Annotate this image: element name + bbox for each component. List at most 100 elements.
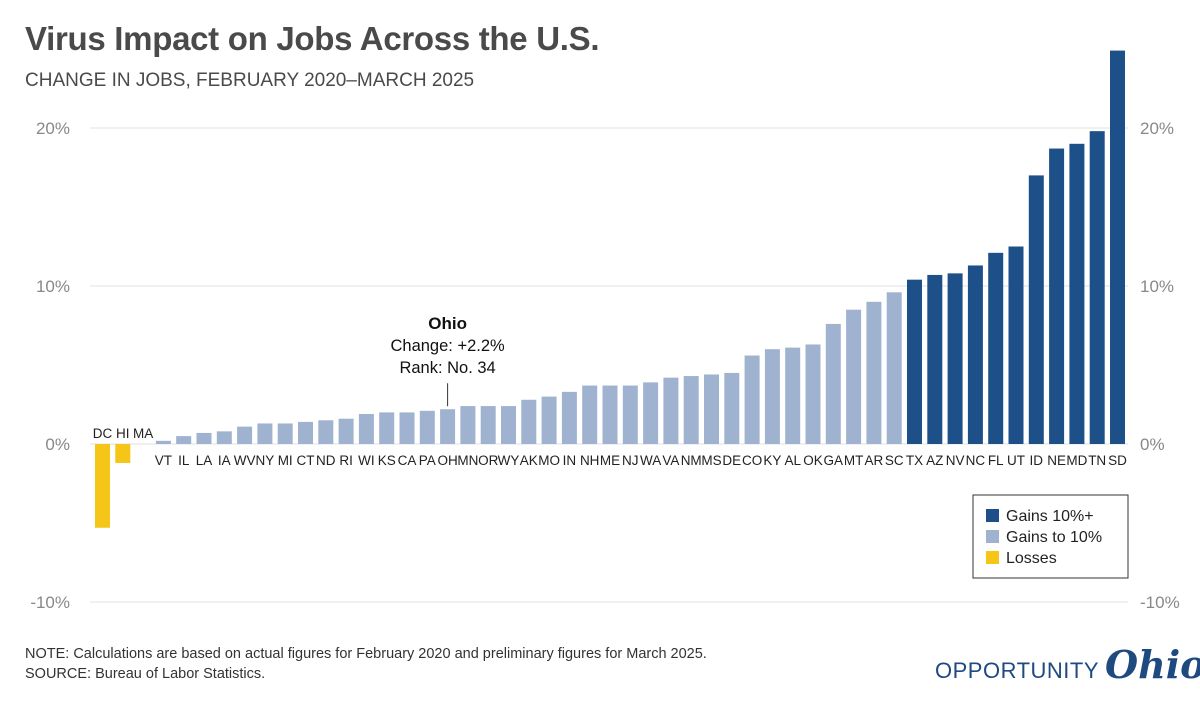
legend-swatch-gains-to-10 (986, 530, 999, 543)
x-label-ny: NY (256, 453, 275, 468)
bar-nh (582, 385, 598, 444)
bar-ar (866, 301, 882, 444)
bar-mt (846, 309, 862, 444)
bar-id (1028, 175, 1044, 444)
x-label-wi: WI (358, 453, 375, 468)
chart-title: Virus Impact on Jobs Across the U.S. (25, 20, 600, 57)
x-label-ak: AK (520, 453, 538, 468)
bar-va (663, 377, 679, 444)
x-label-ca: CA (398, 453, 417, 468)
bar-wi (358, 413, 374, 444)
bar-vt (155, 440, 171, 444)
bar-in (561, 391, 577, 444)
bar-nv (947, 273, 963, 444)
legend-swatch-gains-10-plus (986, 509, 999, 522)
x-label-oh: OH (437, 453, 457, 468)
y-tick-label-left: 10% (36, 277, 70, 296)
x-label-tn: TN (1088, 453, 1106, 468)
x-label-hi: HI (116, 426, 130, 441)
x-label-mt: MT (844, 453, 864, 468)
bar-az (927, 274, 943, 444)
x-label-ga: GA (824, 453, 844, 468)
y-tick-label-right: 20% (1140, 119, 1174, 138)
x-label-me: ME (600, 453, 620, 468)
legend-label-losses: Losses (1006, 550, 1057, 567)
x-label-ks: KS (378, 453, 396, 468)
x-label-sd: SD (1108, 453, 1127, 468)
bar-nm (683, 376, 699, 444)
logo-word-ohio: Ohio (1105, 642, 1200, 687)
bar-or (480, 406, 496, 444)
bar-wv (237, 426, 253, 444)
bar-tx (907, 279, 922, 444)
x-label-nm: NM (681, 453, 702, 468)
chart-subtitle: CHANGE IN JOBS, FEBRUARY 2020–MARCH 2025 (25, 70, 475, 91)
bar-wy (501, 406, 516, 444)
x-label-ky: KY (763, 453, 781, 468)
x-label-la: LA (196, 453, 213, 468)
bar-nc (967, 265, 983, 444)
x-label-ma: MA (133, 426, 153, 441)
bar-mi (277, 423, 293, 444)
bar-mo (541, 396, 557, 444)
logo-word-opportunity: OPPORTUNITY (935, 658, 1100, 683)
bar-oh (440, 409, 456, 444)
bar-mn (460, 406, 476, 444)
x-label-nj: NJ (622, 453, 639, 468)
bar-ks (379, 412, 395, 444)
bar-wa (643, 382, 659, 444)
x-label-ms: MS (701, 453, 721, 468)
bar-tn (1089, 131, 1105, 444)
bar-ri (338, 418, 354, 444)
x-label-or: OR (478, 453, 499, 468)
x-label-in: IN (563, 453, 577, 468)
bar-sc (886, 292, 902, 444)
x-label-ia: IA (218, 453, 231, 468)
note-text: NOTE: Calculations are based on actual f… (25, 646, 707, 662)
x-label-ne: NE (1047, 453, 1066, 468)
bar-la (196, 432, 212, 444)
x-label-wa: WA (640, 453, 661, 468)
bar-md (1069, 143, 1085, 445)
y-tick-label-right: -10% (1140, 593, 1180, 612)
y-tick-label-left: 20% (36, 119, 70, 138)
annotation-change: Change: +2.2% (390, 337, 505, 355)
bar-ga (825, 323, 841, 444)
bar-de (724, 372, 740, 444)
x-label-ut: UT (1007, 453, 1025, 468)
bar-ia (216, 431, 232, 444)
bar-co (744, 355, 760, 444)
x-label-md: MD (1066, 453, 1087, 468)
x-label-va: VA (662, 453, 679, 468)
bar-ak (521, 399, 537, 444)
x-label-mn: MN (457, 453, 478, 468)
x-label-pa: PA (419, 453, 436, 468)
x-label-vt: VT (155, 453, 172, 468)
x-label-ri: RI (339, 453, 353, 468)
bar-nj (622, 385, 638, 444)
annotation-title: Ohio (428, 314, 467, 333)
x-label-az: AZ (926, 453, 943, 468)
legend-swatch-losses (986, 551, 999, 564)
footnote: NOTE: Calculations are based on actual f… (25, 644, 707, 684)
bar-ny (257, 423, 273, 444)
x-label-mo: MO (538, 453, 560, 468)
bar-ky (764, 349, 780, 444)
y-tick-label-left: 0% (45, 435, 70, 454)
bar-nd (318, 420, 334, 444)
bar-ms (704, 374, 719, 444)
x-label-fl: FL (988, 453, 1004, 468)
x-label-mi: MI (278, 453, 293, 468)
x-label-id: ID (1030, 453, 1044, 468)
bar-ct (298, 421, 313, 444)
x-label-al: AL (784, 453, 801, 468)
x-label-dc: DC (93, 426, 113, 441)
x-label-ar: AR (865, 453, 884, 468)
annotation-rank: Rank: No. 34 (399, 359, 495, 377)
legend-label-gains-to-10: Gains to 10% (1006, 529, 1102, 546)
bar-ok (805, 344, 821, 444)
bar-me (602, 385, 618, 444)
x-label-tx: TX (906, 453, 923, 468)
x-label-co: CO (742, 453, 762, 468)
